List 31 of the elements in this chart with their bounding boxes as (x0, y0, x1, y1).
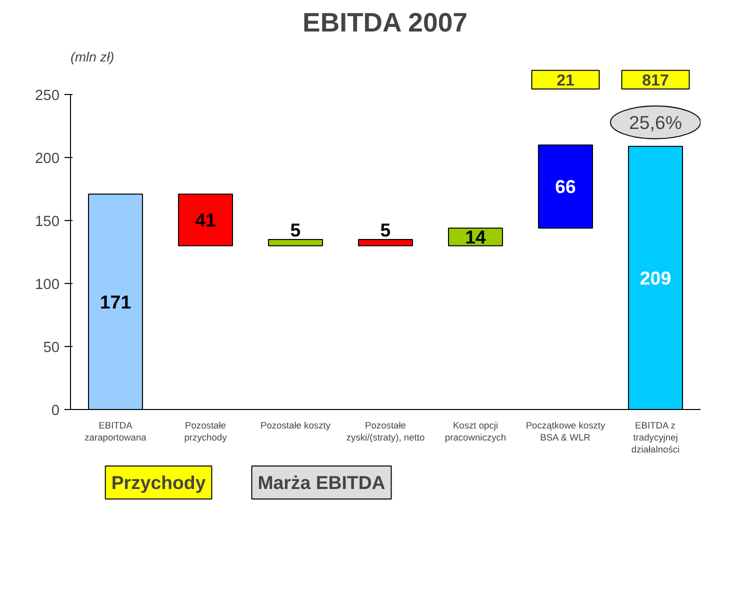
y-tick-label: 150 (35, 214, 60, 230)
bar (178, 194, 233, 246)
bar (358, 239, 413, 246)
data-label: 5 (380, 220, 391, 240)
annotation: 21 (556, 72, 574, 90)
data-label: 66 (555, 176, 576, 198)
x-tick-label: Początkowe koszty BSA & WLR (526, 420, 606, 442)
x-tick-label: EBITDA z tradycyjnej działalności (631, 420, 680, 454)
x-tick-label: Pozostałe koszty (260, 420, 331, 430)
bar (538, 144, 593, 229)
text: Przychody (111, 472, 206, 493)
data-label: 5 (290, 220, 301, 240)
y-tick-label: 50 (43, 340, 60, 356)
x-tick-label: Pozostałe przychody (184, 420, 228, 442)
y-tick-label: 100 (35, 277, 60, 294)
y-tick-label: 0 (51, 403, 60, 419)
y-tick-label: 250 (35, 88, 60, 104)
y-tick-label: 200 (35, 151, 60, 168)
x-tick-label: EBITDA zaraportowana (84, 420, 148, 442)
data-label: 171 (100, 291, 132, 312)
data-label: 14 (465, 226, 486, 248)
x-tick-label: Koszt opcji pracowniczych (444, 420, 506, 442)
text: Marża EBITDA (258, 472, 386, 493)
x-tick-label: Pozostałe zyski/(straty), netto (346, 420, 425, 442)
annotation: 817 (642, 72, 669, 90)
bar (268, 239, 323, 246)
chart-title: EBITDA 2007 (302, 8, 468, 38)
data-label: 209 (640, 267, 672, 288)
annotation: 25,6% (629, 112, 682, 133)
data-label: 41 (195, 209, 216, 230)
y-axis-title: (mln zł) (70, 50, 114, 64)
